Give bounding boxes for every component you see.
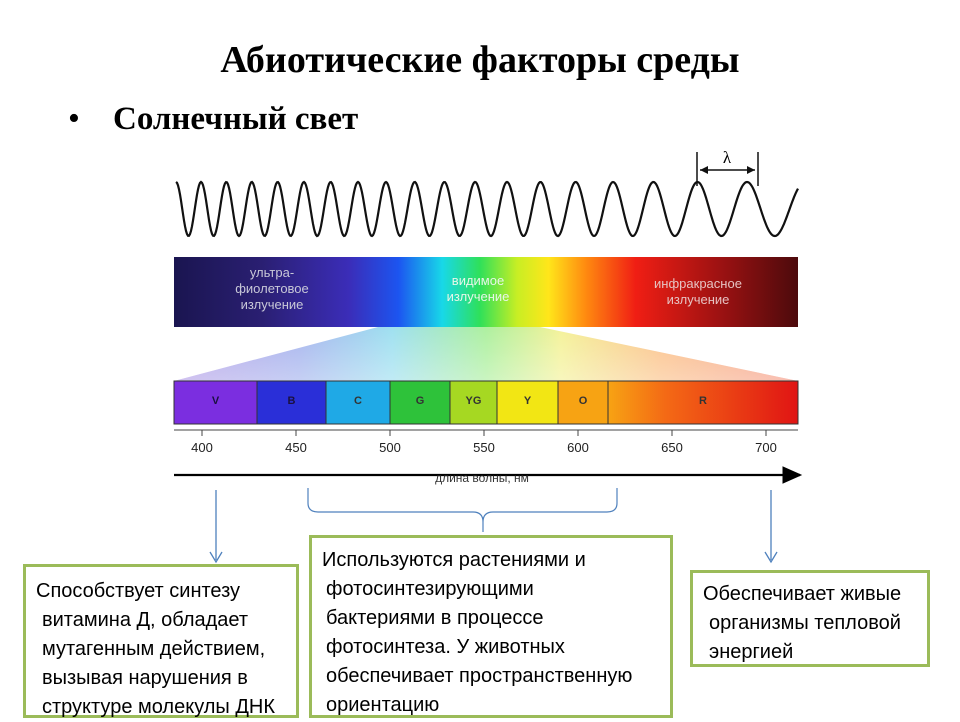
color-band-label: Y: [524, 395, 532, 407]
axis-tick-label: 600: [567, 440, 589, 455]
ir-label-line: излучение: [667, 292, 730, 307]
box-text-line: Используются растениями и: [322, 549, 586, 571]
color-band: [256, 380, 327, 425]
box-text-line: мутагенным действием,: [42, 638, 266, 660]
uv-label-line: излучение: [241, 297, 304, 312]
visible-effect-box: Используются растениями и фотосинтезирую…: [309, 535, 673, 718]
ir-effect-box: Обеспечивает живые организмы тепловой эн…: [690, 570, 930, 667]
box-text-line: витамина Д, обладает: [42, 609, 249, 631]
color-band: [557, 380, 609, 425]
box-text-line: структуре молекулы ДНК: [42, 696, 275, 718]
color-band-label: C: [354, 395, 362, 407]
color-band-label: R: [699, 395, 707, 407]
box-text-line: энергией: [709, 641, 794, 663]
wave-line: [175, 180, 799, 238]
color-band: [607, 380, 799, 425]
box-text-line: обеспечивает пространственную: [326, 665, 633, 687]
color-band: [389, 380, 451, 425]
color-band: [173, 380, 258, 425]
color-bands: V B C G YG Y O R: [173, 380, 799, 425]
box-text-line: Обеспечивает живые: [703, 583, 902, 605]
ir-label-line: инфракрасное: [654, 276, 742, 291]
box-text-line: фотосинтезирующими: [326, 578, 534, 600]
axis-tick-label: 700: [755, 440, 777, 455]
axis-label: длина волны, нм: [435, 471, 529, 485]
color-band-label: V: [212, 395, 220, 407]
axis-tick-label: 450: [285, 440, 307, 455]
visible-label-line: видимое: [452, 273, 504, 288]
axis-tick-label: 400: [191, 440, 213, 455]
axis-ticks: 400 450 500 550 600 650 700: [191, 430, 777, 455]
color-band: [449, 380, 498, 425]
box-text-line: вызывая нарушения в: [42, 667, 248, 689]
uv-effect-box: Способствует синтезу витамина Д, обладае…: [23, 564, 299, 718]
spectrum-bar: [174, 257, 798, 327]
visible-label-line: излучение: [447, 289, 510, 304]
bullet-heading: Солнечный свет: [113, 101, 359, 137]
box-text-line: бактериями в процессе: [326, 607, 544, 629]
uv-label-line: ультра-: [250, 265, 294, 280]
box-text-line: ориентацию: [326, 694, 440, 716]
color-band-label: O: [579, 395, 588, 407]
box-text-line: организмы тепловой: [709, 612, 901, 634]
visible-brace: [307, 488, 618, 532]
bullet-dot: •: [68, 100, 80, 137]
page-title: Абиотические факторы среды: [220, 39, 740, 81]
axis-tick-label: 650: [661, 440, 683, 455]
color-band-label: B: [288, 395, 296, 407]
color-band-label: G: [416, 395, 425, 407]
axis-tick-label: 500: [379, 440, 401, 455]
uv-label-line: фиолетовое: [235, 281, 309, 296]
box-text-line: фотосинтеза. У животных: [326, 636, 565, 658]
box-text-line: Способствует синтезу: [36, 580, 241, 602]
lambda-label: λ: [723, 148, 732, 167]
axis-tick-label: 550: [473, 440, 495, 455]
color-band-label: YG: [466, 395, 482, 407]
